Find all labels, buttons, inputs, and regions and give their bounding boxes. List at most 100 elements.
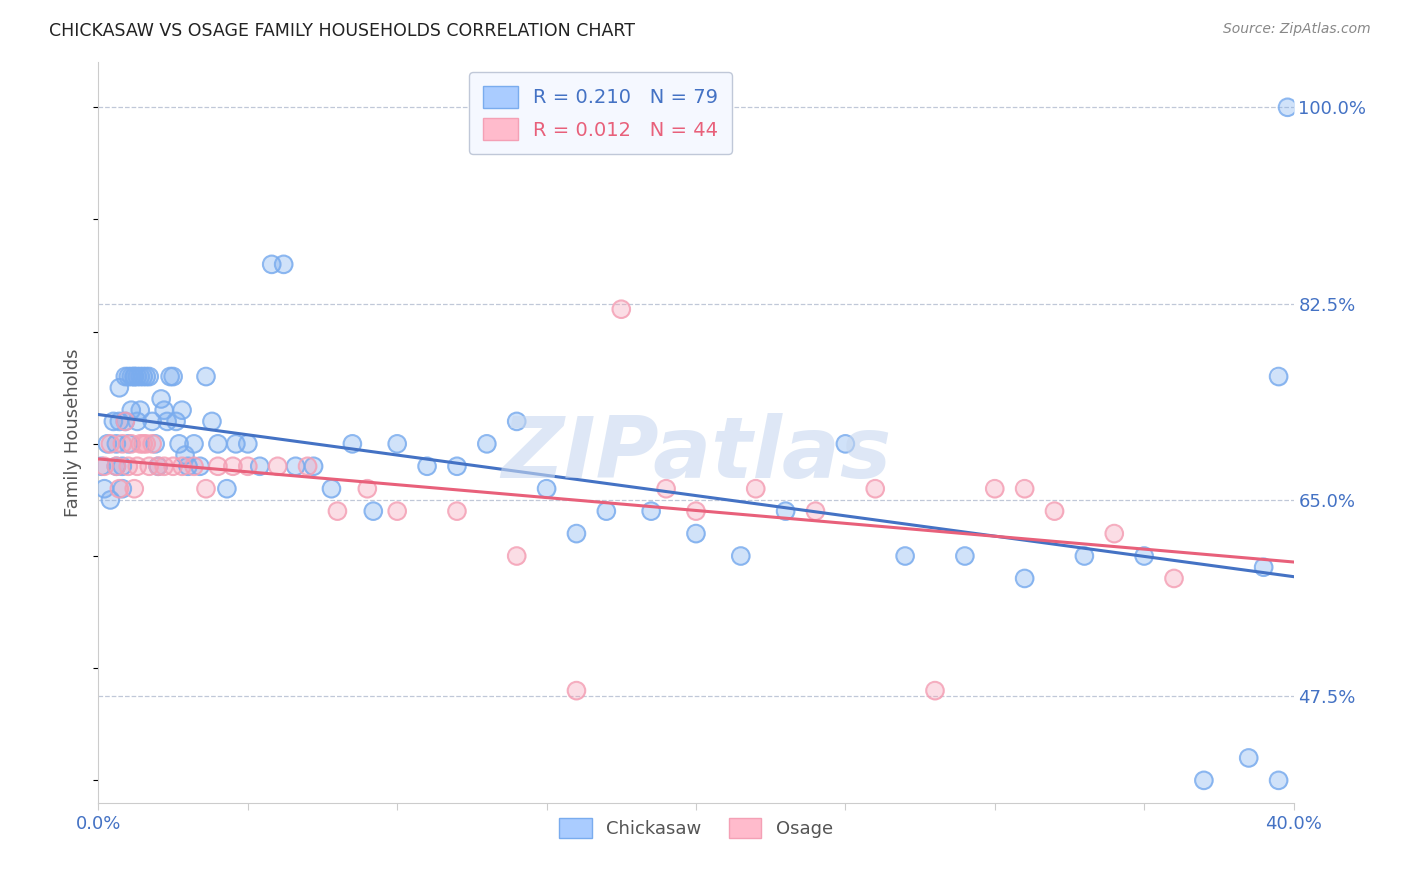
Point — [215, 482, 238, 496]
Point — [565, 683, 588, 698]
Point — [114, 369, 136, 384]
Point — [326, 504, 349, 518]
Point — [117, 459, 139, 474]
Point — [148, 459, 170, 474]
Point — [153, 403, 176, 417]
Point — [745, 482, 768, 496]
Point — [124, 369, 146, 384]
Point — [165, 414, 187, 428]
Point — [1073, 549, 1095, 563]
Point — [1267, 369, 1289, 384]
Point — [260, 257, 283, 271]
Point — [162, 459, 184, 474]
Text: Source: ZipAtlas.com: Source: ZipAtlas.com — [1223, 22, 1371, 37]
Point — [135, 369, 157, 384]
Point — [207, 459, 229, 474]
Point — [225, 437, 247, 451]
Point — [984, 482, 1007, 496]
Point — [105, 437, 128, 451]
Point — [132, 437, 155, 451]
Point — [446, 504, 468, 518]
Point — [302, 459, 325, 474]
Point — [135, 437, 157, 451]
Point — [1267, 773, 1289, 788]
Point — [984, 482, 1007, 496]
Point — [111, 459, 134, 474]
Point — [1104, 526, 1126, 541]
Point — [249, 459, 271, 474]
Point — [174, 448, 197, 462]
Point — [150, 392, 173, 406]
Point — [117, 459, 139, 474]
Point — [1104, 526, 1126, 541]
Point — [1014, 482, 1036, 496]
Point — [183, 459, 205, 474]
Point — [108, 414, 131, 428]
Point — [120, 437, 142, 451]
Point — [141, 437, 163, 451]
Point — [1267, 369, 1289, 384]
Point — [103, 414, 125, 428]
Point — [363, 504, 385, 518]
Point — [1163, 571, 1185, 585]
Point — [127, 414, 149, 428]
Point — [162, 369, 184, 384]
Point — [1073, 549, 1095, 563]
Point — [225, 437, 247, 451]
Point — [834, 437, 856, 451]
Point — [236, 437, 259, 451]
Point — [105, 459, 128, 474]
Point — [730, 549, 752, 563]
Point — [114, 369, 136, 384]
Point — [177, 459, 200, 474]
Point — [685, 526, 707, 541]
Point — [342, 437, 364, 451]
Point — [894, 549, 917, 563]
Point — [640, 504, 662, 518]
Point — [172, 459, 194, 474]
Point — [356, 482, 378, 496]
Point — [172, 459, 194, 474]
Point — [141, 414, 163, 428]
Point — [105, 459, 128, 474]
Point — [236, 459, 259, 474]
Point — [953, 549, 976, 563]
Point — [93, 459, 115, 474]
Point — [1014, 571, 1036, 585]
Point — [215, 482, 238, 496]
Point — [127, 459, 149, 474]
Point — [117, 369, 139, 384]
Point — [143, 437, 166, 451]
Point — [506, 549, 529, 563]
Point — [159, 369, 181, 384]
Point — [103, 414, 125, 428]
Point — [207, 459, 229, 474]
Point — [1163, 571, 1185, 585]
Point — [183, 437, 205, 451]
Point — [1043, 504, 1066, 518]
Point — [446, 459, 468, 474]
Point — [267, 459, 290, 474]
Point — [536, 482, 558, 496]
Point — [167, 437, 190, 451]
Point — [127, 414, 149, 428]
Point — [108, 381, 131, 395]
Point — [148, 459, 170, 474]
Point — [183, 437, 205, 451]
Point — [111, 437, 134, 451]
Point — [1237, 751, 1260, 765]
Point — [114, 414, 136, 428]
Point — [1267, 773, 1289, 788]
Point — [685, 526, 707, 541]
Point — [129, 437, 152, 451]
Y-axis label: Family Households: Family Households — [65, 349, 83, 516]
Point — [195, 482, 218, 496]
Point — [117, 437, 139, 451]
Point — [167, 437, 190, 451]
Point — [129, 369, 152, 384]
Point — [132, 437, 155, 451]
Point — [446, 459, 468, 474]
Point — [124, 482, 146, 496]
Point — [804, 504, 827, 518]
Point — [127, 369, 149, 384]
